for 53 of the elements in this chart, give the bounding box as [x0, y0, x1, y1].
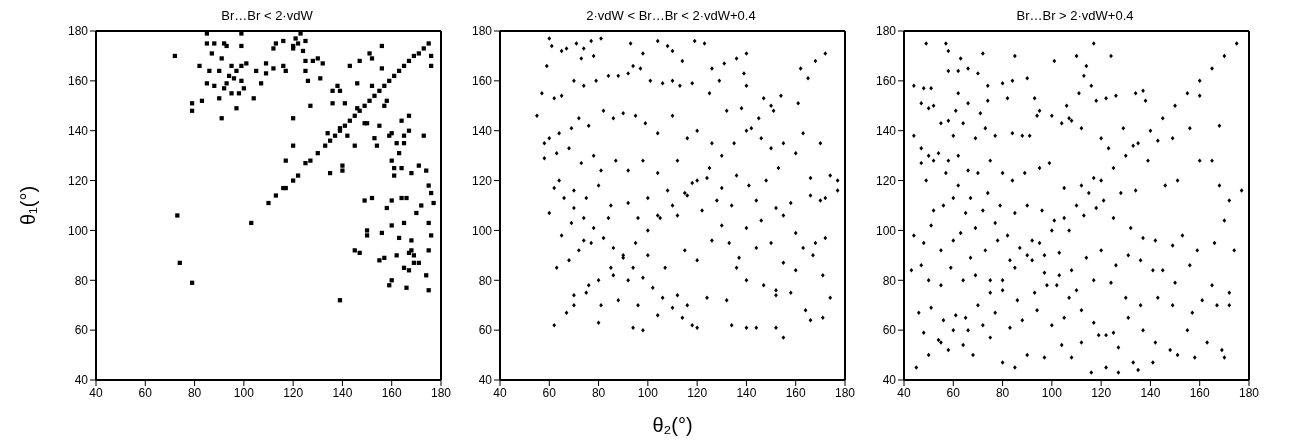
y-tick-label: 120	[471, 173, 493, 188]
y-tick-label: 140	[875, 123, 897, 138]
y-tick-label: 160	[471, 74, 493, 89]
x-tick-label: 140	[1140, 385, 1161, 400]
x-tick-label: 180	[430, 385, 452, 400]
x-tick-label: 120	[283, 385, 304, 400]
y-tick-label: 120	[875, 173, 897, 188]
x-tick-label: 80	[187, 385, 202, 400]
x-tick-label: 40	[897, 385, 911, 400]
y-tick-label: 100	[67, 223, 89, 238]
y-tick-label: 40	[882, 373, 897, 388]
x-tick-label: 80	[591, 385, 606, 400]
x-tick-label: 160	[785, 385, 807, 400]
x-tick-label: 180	[1238, 385, 1260, 400]
chart-title: Br…Br > 2·vdW+0.4	[1015, 8, 1135, 24]
y-tick-label: 140	[471, 123, 493, 138]
x-tick-label: 60	[138, 385, 153, 400]
x-tick-label: 60	[946, 385, 961, 400]
chart-title: 2·vdW < Br…Br < 2·vdW+0.4	[585, 8, 757, 24]
x-tick-label: 40	[89, 385, 103, 400]
x-tick-label: 140	[736, 385, 757, 400]
y-tick-label: 100	[471, 223, 493, 238]
y-tick-label: 160	[875, 74, 897, 89]
y-tick-label: 80	[74, 273, 89, 288]
y-tick-label: 80	[478, 273, 493, 288]
x-tick-label: 160	[1189, 385, 1211, 400]
x-tick-label: 100	[637, 385, 659, 400]
y-tick-label: 40	[74, 373, 89, 388]
y-tick-label: 180	[67, 24, 89, 39]
x-tick-label: 180	[834, 385, 856, 400]
x-tick-label: 80	[995, 385, 1010, 400]
y-tick-label: 40	[478, 373, 493, 388]
x-tick-label: 140	[332, 385, 353, 400]
y-tick-label: 60	[74, 323, 89, 338]
x-axis-title: θ₂(°)	[652, 414, 693, 436]
x-tick-label: 100	[1041, 385, 1063, 400]
x-tick-label: 40	[493, 385, 507, 400]
x-tick-label: 120	[1091, 385, 1112, 400]
x-tick-label: 160	[381, 385, 403, 400]
chart-title: Br…Br < 2·vdW	[220, 8, 314, 24]
x-tick-label: 120	[687, 385, 708, 400]
y-tick-label: 140	[67, 123, 89, 138]
y-tick-label: 60	[882, 323, 897, 338]
y-tick-label: 180	[471, 24, 493, 39]
y-axis-title: θ₁(°)	[17, 185, 40, 226]
y-tick-label: 100	[875, 223, 897, 238]
y-tick-label: 120	[67, 173, 89, 188]
x-tick-label: 60	[542, 385, 557, 400]
x-tick-label: 100	[233, 385, 255, 400]
y-tick-label: 80	[882, 273, 897, 288]
y-tick-label: 160	[67, 74, 89, 89]
y-tick-label: 180	[875, 24, 897, 39]
y-tick-label: 60	[478, 323, 493, 338]
